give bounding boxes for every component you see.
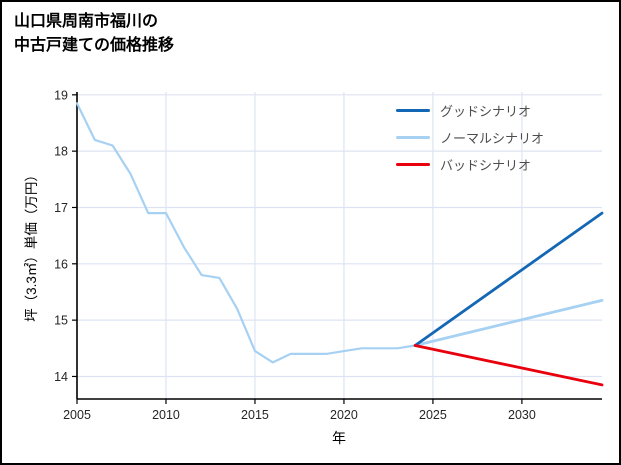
x-tick-label: 2030 (508, 408, 536, 422)
series-normal (75, 102, 417, 364)
legend-label-bad: バッドシナリオ (440, 158, 532, 173)
legend: グッドシナリオ ノーマルシナリオ バッドシナリオ (396, 97, 544, 178)
x-tick-label: 2020 (330, 408, 358, 422)
legend-label-normal: ノーマルシナリオ (440, 131, 545, 146)
x-axis-label: 年 (332, 430, 346, 446)
legend-line-normal (396, 136, 430, 139)
series-bad (413, 344, 604, 387)
chart-title-line2: 中古戸建ての価格推移 (14, 37, 175, 54)
legend-item-normal: ノーマルシナリオ (396, 124, 544, 151)
legend-label-good: グッドシナリオ (440, 104, 532, 119)
x-tick-label: 2005 (63, 408, 91, 422)
legend-line-bad (396, 163, 430, 166)
x-tick-label: 2025 (419, 408, 447, 422)
y-tick-label: 14 (54, 370, 68, 384)
x-tick-label: 2010 (152, 408, 180, 422)
legend-line-good (396, 109, 430, 112)
series-good (413, 211, 604, 347)
y-tick-label: 17 (54, 201, 68, 215)
y-tick-label: 18 (54, 145, 68, 159)
series-normal (413, 298, 604, 347)
chart-title: 山口県周南市福川の 中古戸建ての価格推移 (14, 10, 174, 58)
y-tick-label: 15 (54, 314, 68, 328)
x-tick-label: 2015 (241, 408, 269, 422)
y-axis-label: 坪（3.3㎡）単価（万円） (24, 168, 39, 322)
y-tick-label: 16 (54, 257, 68, 271)
legend-item-good: グッドシナリオ (396, 97, 544, 124)
chart-title-line1: 山口県周南市福川の (14, 13, 159, 30)
y-tick-label: 19 (54, 88, 68, 102)
legend-item-bad: バッドシナリオ (396, 151, 544, 178)
